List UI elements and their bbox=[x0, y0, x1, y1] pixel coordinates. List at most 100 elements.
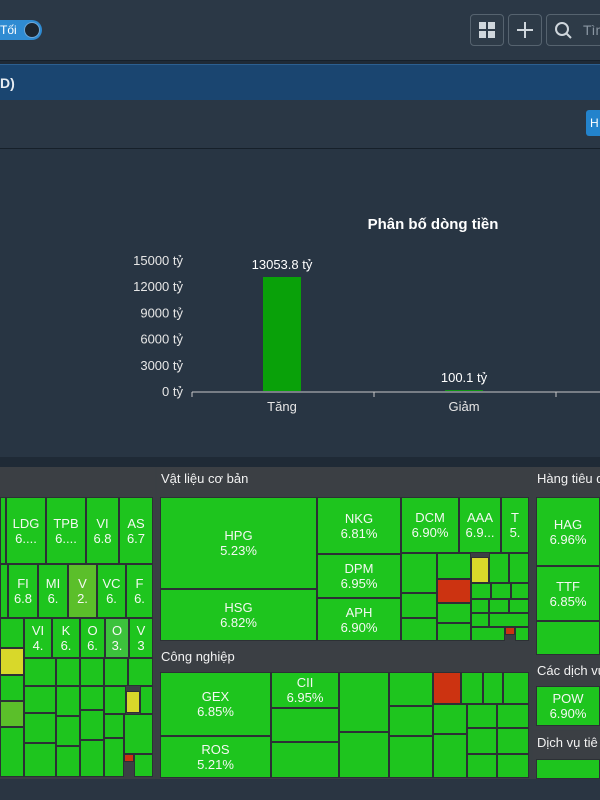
heat-cell-aph[interactable]: APH 6.90% bbox=[317, 598, 401, 641]
heat-cell[interactable] bbox=[56, 658, 80, 686]
heat-cell-ros[interactable]: ROS 5.21% bbox=[160, 736, 271, 778]
heat-cell[interactable] bbox=[80, 658, 104, 686]
heat-cell[interactable] bbox=[80, 686, 104, 710]
heat-cell[interactable]: VI 4. bbox=[24, 618, 52, 658]
heat-cell[interactable] bbox=[467, 728, 497, 754]
heat-cell-cii[interactable]: CII 6.95% bbox=[271, 672, 339, 708]
heat-cell[interactable] bbox=[126, 691, 140, 713]
heat-cell[interactable]: K 6. bbox=[52, 618, 80, 658]
heat-cell[interactable] bbox=[509, 599, 529, 613]
heat-cell[interactable] bbox=[489, 553, 509, 583]
grid-layout-button[interactable] bbox=[470, 14, 504, 46]
heat-cell[interactable] bbox=[389, 736, 433, 778]
heat-cell[interactable] bbox=[497, 728, 529, 754]
heat-cell[interactable]: MI 6. bbox=[38, 564, 68, 618]
heat-cell[interactable] bbox=[134, 754, 153, 777]
search-box[interactable]: Tìm bbox=[546, 14, 600, 46]
heat-cell[interactable] bbox=[437, 623, 471, 641]
heat-cell[interactable]: AS 6.7 bbox=[119, 497, 153, 564]
heat-cell[interactable] bbox=[24, 743, 56, 777]
heat-cell[interactable]: V 2. bbox=[68, 564, 97, 618]
heat-cell[interactable] bbox=[140, 686, 153, 714]
heat-cell-aaa[interactable]: AAA 6.9... bbox=[459, 497, 501, 553]
heat-cell[interactable] bbox=[461, 672, 483, 704]
heat-cell[interactable]: T 5. bbox=[501, 497, 529, 553]
heat-cell[interactable] bbox=[437, 603, 471, 623]
heat-cell[interactable] bbox=[503, 672, 529, 704]
theme-toggle[interactable]: Tối bbox=[0, 20, 42, 40]
heat-cell[interactable] bbox=[471, 613, 489, 627]
heat-cell[interactable]: LDG 6.... bbox=[6, 497, 46, 564]
heat-cell[interactable] bbox=[128, 658, 153, 686]
heat-cell[interactable] bbox=[489, 613, 529, 627]
heat-cell[interactable]: VI 6.8 bbox=[86, 497, 119, 564]
heat-cell[interactable] bbox=[80, 740, 104, 777]
subbar-button[interactable]: H bbox=[586, 110, 600, 136]
heat-cell[interactable] bbox=[104, 658, 128, 686]
heat-cell[interactable] bbox=[56, 716, 80, 746]
heat-cell-dpm[interactable]: DPM 6.95% bbox=[317, 554, 401, 598]
heat-cell[interactable] bbox=[509, 553, 529, 583]
heat-cell[interactable] bbox=[471, 557, 489, 583]
heat-cell[interactable] bbox=[389, 672, 433, 706]
heat-cell[interactable] bbox=[497, 754, 529, 778]
bar-0[interactable] bbox=[263, 276, 301, 391]
heat-cell[interactable] bbox=[339, 732, 389, 778]
heat-cell[interactable] bbox=[536, 621, 600, 655]
heat-cell-hpg[interactable]: HPG 5.23% bbox=[160, 497, 317, 589]
heat-cell[interactable] bbox=[467, 704, 497, 728]
heat-cell[interactable] bbox=[124, 754, 134, 762]
heat-cell-gex[interactable]: GEX 6.85% bbox=[160, 672, 271, 736]
heat-cell[interactable] bbox=[483, 672, 503, 704]
heat-cell[interactable] bbox=[401, 593, 437, 618]
heat-cell[interactable] bbox=[471, 599, 489, 613]
heat-cell[interactable] bbox=[467, 754, 497, 778]
heat-cell[interactable] bbox=[24, 658, 56, 686]
search-input[interactable]: Tìm bbox=[583, 22, 600, 38]
heat-cell[interactable] bbox=[401, 553, 437, 593]
heat-cell[interactable] bbox=[104, 714, 124, 738]
heat-cell[interactable] bbox=[437, 553, 471, 579]
heat-cell[interactable] bbox=[437, 579, 471, 603]
heat-cell[interactable] bbox=[0, 564, 8, 618]
heat-cell[interactable] bbox=[0, 497, 6, 564]
heat-cell[interactable] bbox=[515, 627, 529, 641]
heat-cell[interactable]: O 6. bbox=[80, 618, 105, 658]
heat-cell[interactable] bbox=[511, 583, 529, 599]
heat-cell[interactable] bbox=[0, 727, 24, 777]
heat-cell[interactable] bbox=[505, 627, 515, 635]
heat-cell-pow[interactable]: POW 6.90% bbox=[536, 686, 600, 726]
add-button[interactable] bbox=[508, 14, 542, 46]
heat-cell[interactable] bbox=[0, 648, 24, 675]
heat-cell-dcm[interactable]: DCM 6.90% bbox=[401, 497, 459, 553]
heat-cell[interactable] bbox=[433, 734, 467, 778]
heat-cell[interactable]: F 6. bbox=[126, 564, 153, 618]
heat-cell[interactable] bbox=[471, 583, 491, 599]
heat-cell[interactable] bbox=[389, 706, 433, 736]
heat-cell[interactable]: FI 6.8 bbox=[8, 564, 38, 618]
heat-cell[interactable] bbox=[24, 713, 56, 743]
heat-cell[interactable] bbox=[536, 759, 600, 779]
heat-cell[interactable] bbox=[24, 686, 56, 713]
heat-cell[interactable] bbox=[433, 672, 461, 704]
heat-cell[interactable] bbox=[271, 742, 339, 778]
heat-cell[interactable] bbox=[471, 627, 505, 641]
heat-cell[interactable] bbox=[56, 746, 80, 777]
heat-cell[interactable] bbox=[80, 710, 104, 740]
heat-cell[interactable] bbox=[339, 672, 389, 732]
heat-cell[interactable] bbox=[56, 686, 80, 716]
heat-cell[interactable]: TPB 6.... bbox=[46, 497, 86, 564]
heat-cell[interactable] bbox=[497, 704, 529, 728]
heat-cell-ttf[interactable]: TTF 6.85% bbox=[536, 566, 600, 621]
bar-1[interactable] bbox=[445, 390, 483, 391]
heat-cell[interactable] bbox=[489, 599, 509, 613]
heat-cell[interactable]: VC 6. bbox=[97, 564, 126, 618]
heat-cell[interactable] bbox=[104, 738, 124, 777]
heat-cell[interactable] bbox=[104, 686, 126, 714]
heat-cell[interactable] bbox=[271, 708, 339, 742]
heat-cell[interactable] bbox=[491, 583, 511, 599]
heat-cell[interactable] bbox=[401, 618, 437, 641]
heat-cell-hag[interactable]: HAG 6.96% bbox=[536, 497, 600, 566]
heat-cell-nkg[interactable]: NKG 6.81% bbox=[317, 497, 401, 554]
